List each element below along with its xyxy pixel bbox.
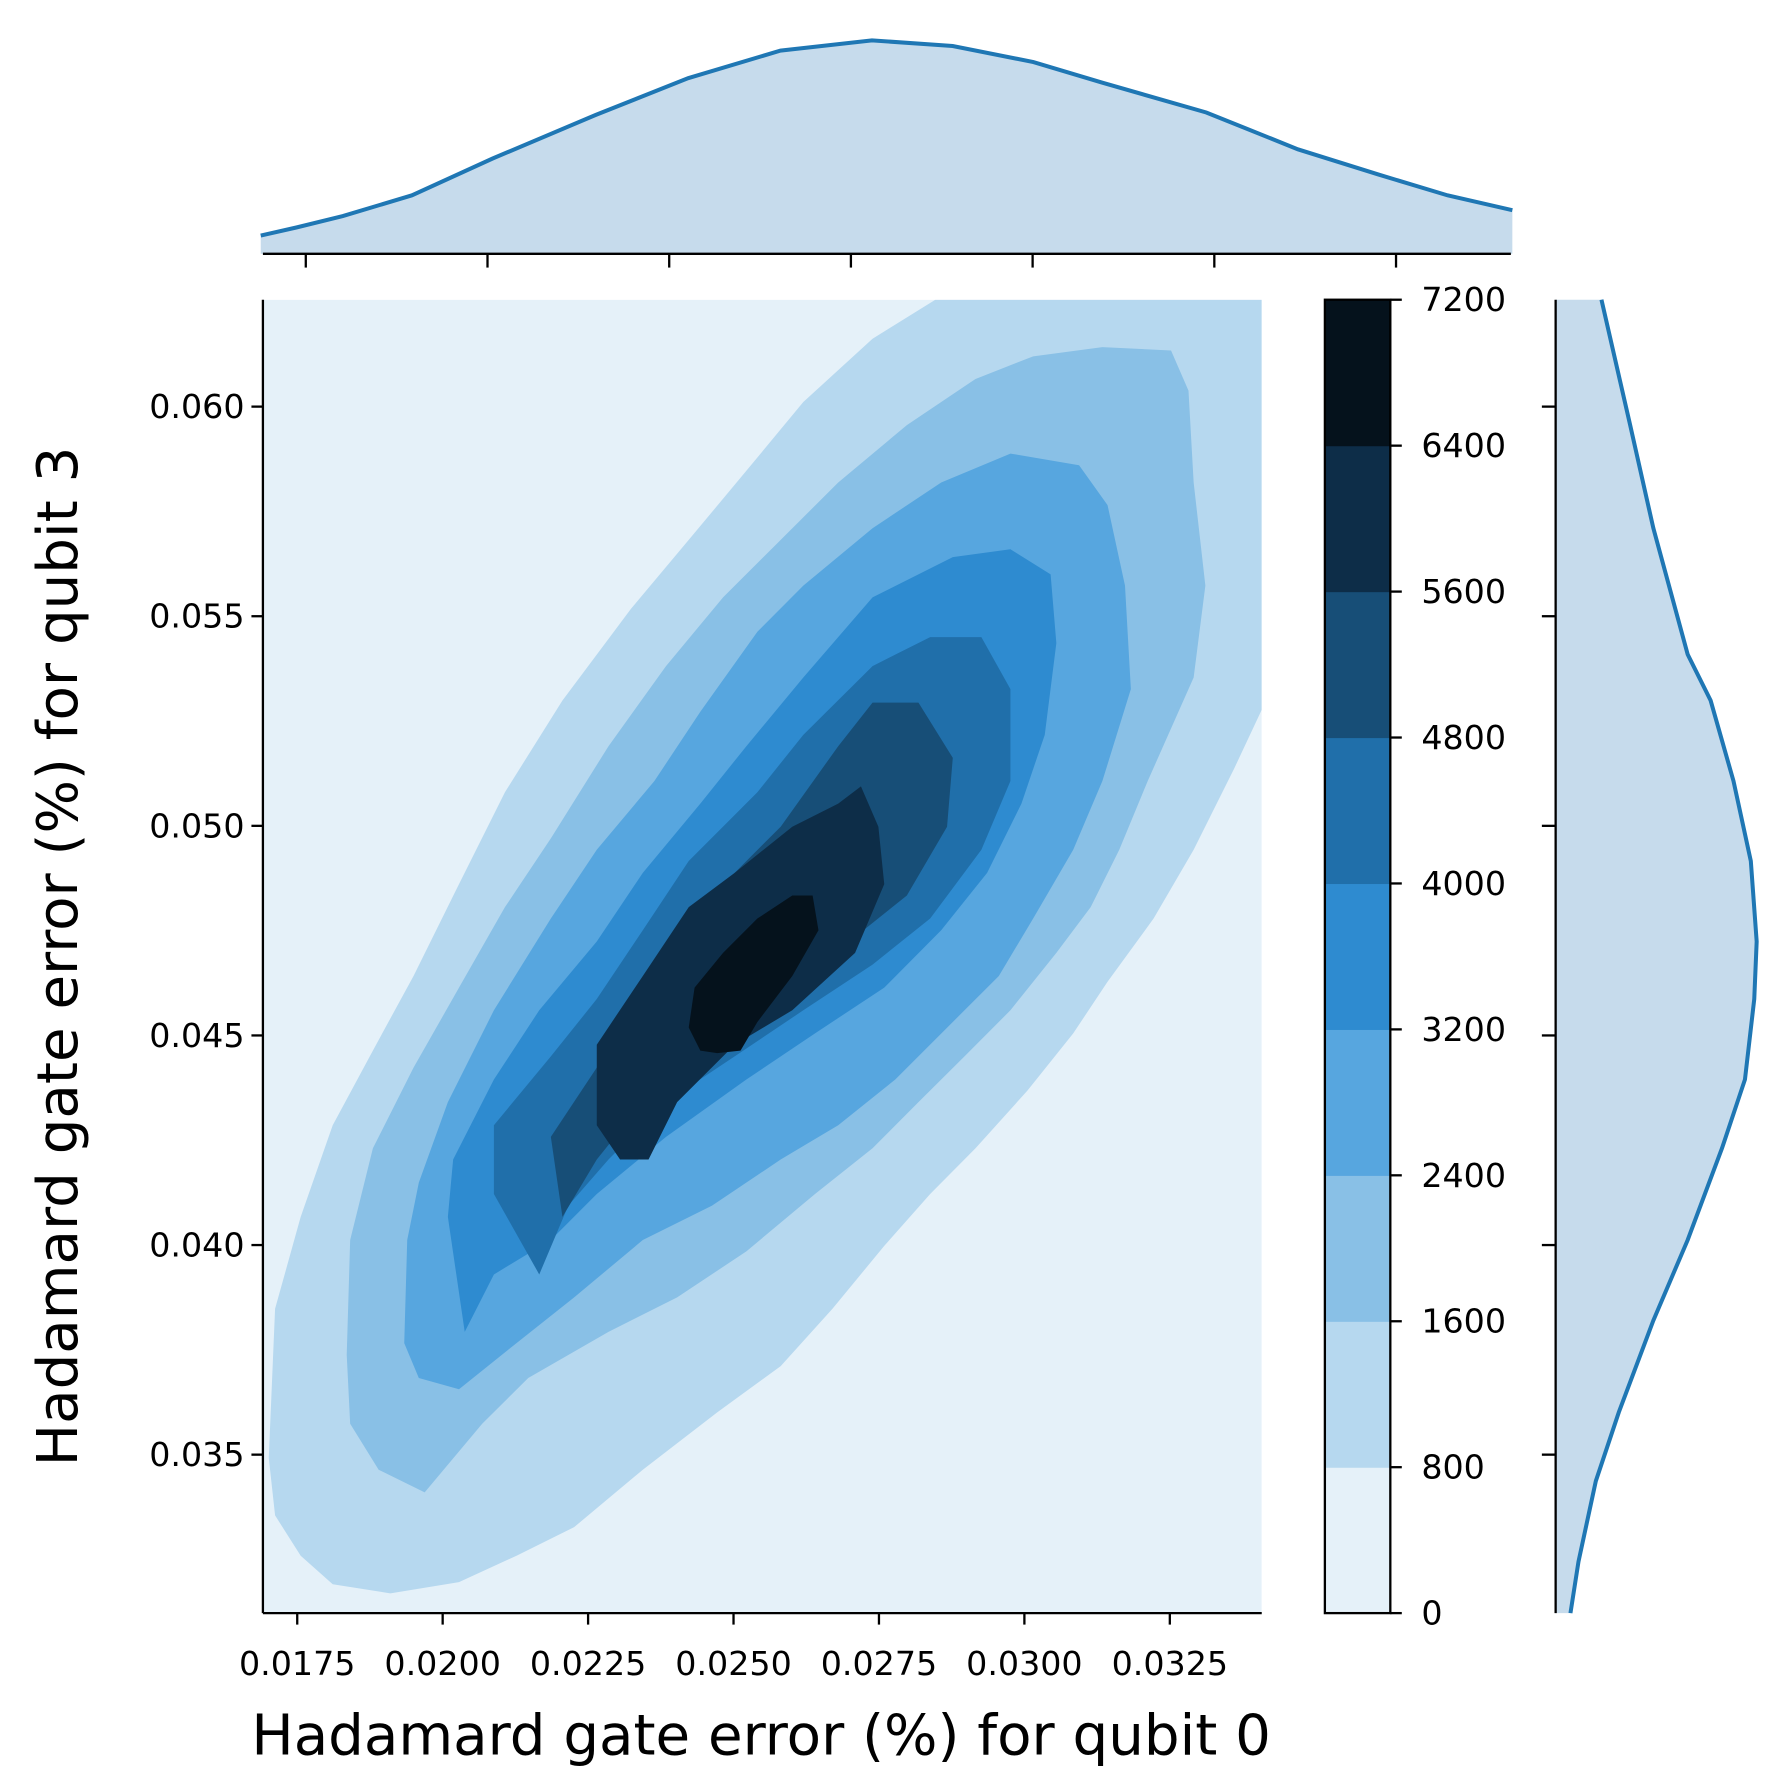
colorbar-segment — [1324, 1175, 1391, 1322]
y-tick-label: 0.055 — [149, 597, 244, 636]
colorbar-tick-label: 2400 — [1421, 1156, 1506, 1195]
x-tick-label: 0.0250 — [675, 1644, 791, 1683]
right-marginal-curve — [1568, 299, 1759, 1614]
colorbar-frame — [1323, 298, 1392, 1615]
colorbar-tick-label: 6400 — [1421, 426, 1506, 465]
y-tick-label: 0.040 — [149, 1226, 244, 1265]
x-tick-label: 0.0225 — [530, 1644, 646, 1683]
contour-group — [262, 299, 1262, 1614]
x-tick-label: 0.0275 — [821, 1644, 937, 1683]
x-axis-label: Hadamard gate error (%) for qubit 0 — [251, 1703, 1271, 1768]
colorbar-segment — [1324, 1321, 1391, 1468]
x-tick-label: 0.0200 — [384, 1644, 500, 1683]
colorbar-tick-label: 7200 — [1421, 280, 1506, 319]
right-marginal-area — [1555, 299, 1757, 1614]
top-marginal-area — [260, 40, 1513, 254]
top-marginal-curve — [260, 38, 1513, 238]
colorbar-segment — [1324, 1467, 1391, 1614]
colorbar-tick-label: 0 — [1421, 1594, 1442, 1633]
y-tick-label: 0.035 — [149, 1435, 244, 1474]
colorbar-segment — [1324, 737, 1391, 885]
colorbar-segment — [1324, 591, 1391, 739]
y-tick-label: 0.050 — [149, 806, 244, 845]
colorbar-segment — [1324, 1029, 1391, 1176]
colorbar-tick-label: 1600 — [1421, 1302, 1506, 1341]
y-tick-label: 0.060 — [149, 387, 244, 426]
x-tick-label: 0.0300 — [966, 1644, 1082, 1683]
y-axis-label: Hadamard gate error (%) for qubit 3 — [26, 447, 91, 1467]
colorbar-segment — [1324, 299, 1391, 447]
colorbar-tick-label: 4000 — [1421, 864, 1506, 903]
contour-region — [688, 895, 819, 1054]
x-tick-label: 0.0325 — [1112, 1644, 1228, 1683]
colorbar-segment — [1324, 883, 1391, 1030]
colorbar-tick-label: 800 — [1421, 1448, 1485, 1487]
colorbar-tick-label: 3200 — [1421, 1010, 1506, 1049]
colorbar-tick-label: 4800 — [1421, 718, 1506, 757]
colorbar-tick-label: 5600 — [1421, 572, 1506, 611]
y-tick-label: 0.045 — [149, 1016, 244, 1055]
x-tick-label: 0.0175 — [239, 1644, 355, 1683]
colorbar-segment — [1324, 445, 1391, 593]
